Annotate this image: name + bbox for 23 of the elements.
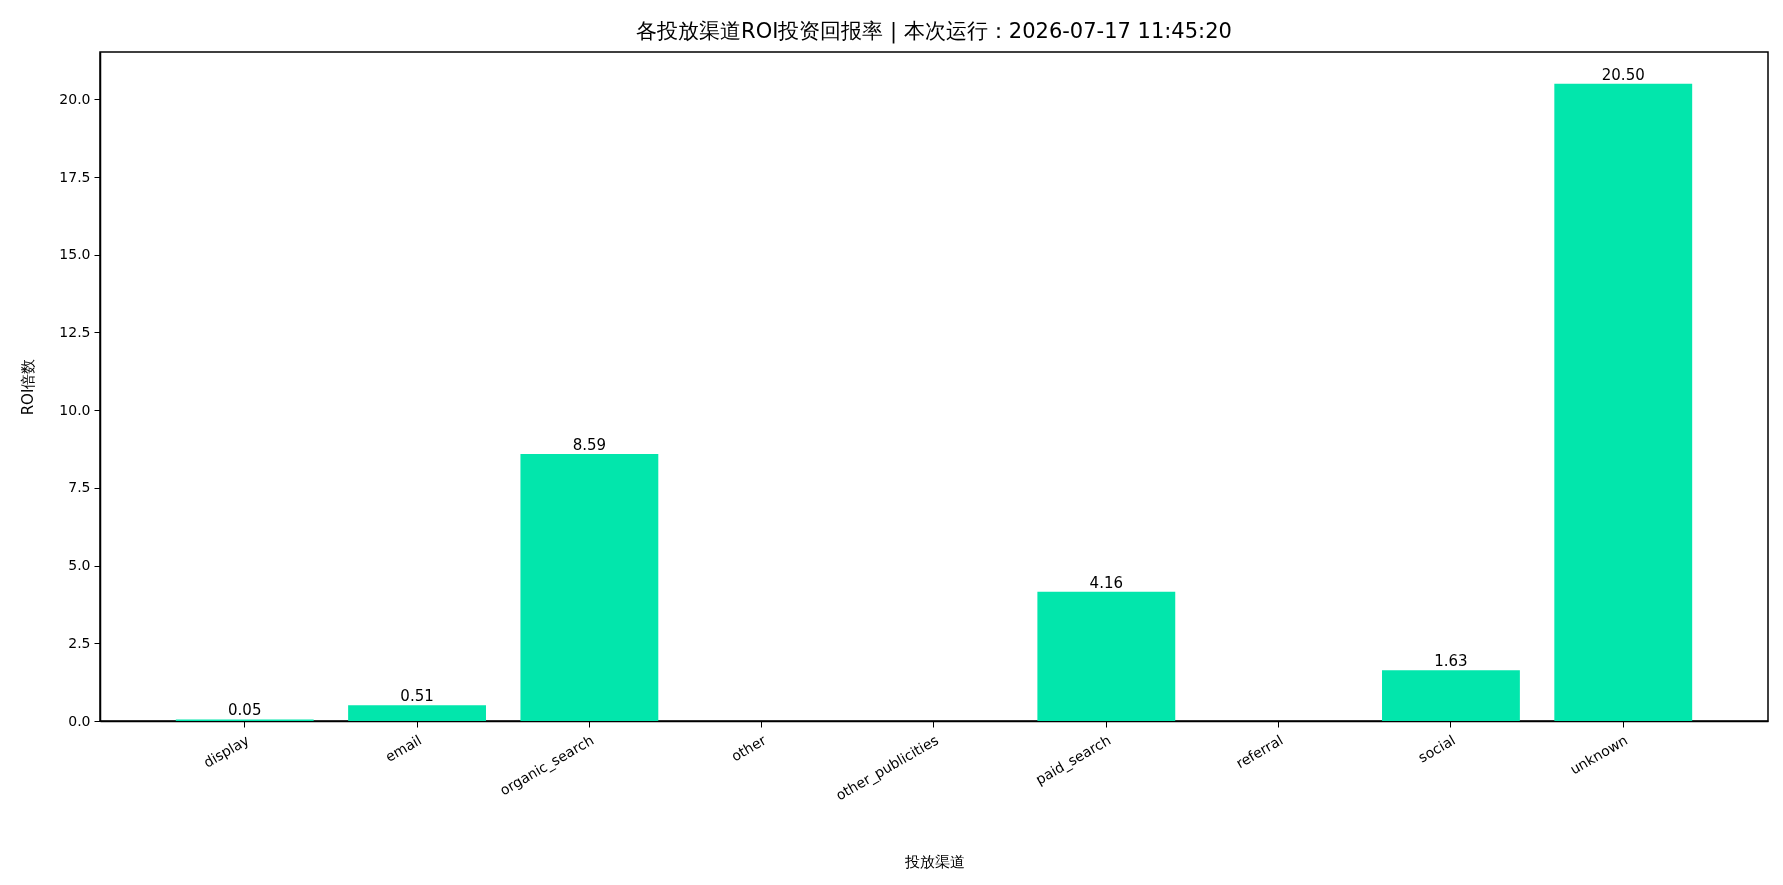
bar	[520, 454, 659, 721]
y-tick-label: 15.0	[59, 246, 91, 263]
bar	[1037, 591, 1176, 721]
y-tick-label: 17.5	[59, 168, 91, 185]
data-label: 8.59	[572, 436, 607, 455]
data-label: 4.16	[1089, 573, 1124, 592]
data-label: 0.51	[400, 687, 434, 706]
y-axis-title: ROI倍数	[18, 358, 37, 416]
data-label: 0.05	[228, 701, 262, 720]
data-label: 1.63	[1434, 652, 1468, 671]
y-tick-label: 12.5	[59, 324, 91, 340]
bar	[1554, 83, 1693, 721]
bar	[348, 705, 486, 721]
y-tick-label: 7.5	[68, 479, 91, 496]
y-tick-label: 5.0	[68, 557, 91, 574]
data-label: 20.50	[1601, 65, 1645, 84]
y-tick-label: 20.0	[59, 90, 91, 107]
y-tick-label: 2.5	[68, 634, 91, 651]
y-tick-label: 0.0	[68, 712, 91, 729]
x-axis-title: 投放渠道	[903, 852, 965, 871]
bar	[1382, 670, 1520, 721]
y-tick-label: 10.0	[59, 401, 91, 418]
chart-title: 各投放渠道ROI投资回报率 | 本次运行：2026-07-17 11:45:20	[636, 19, 1232, 44]
